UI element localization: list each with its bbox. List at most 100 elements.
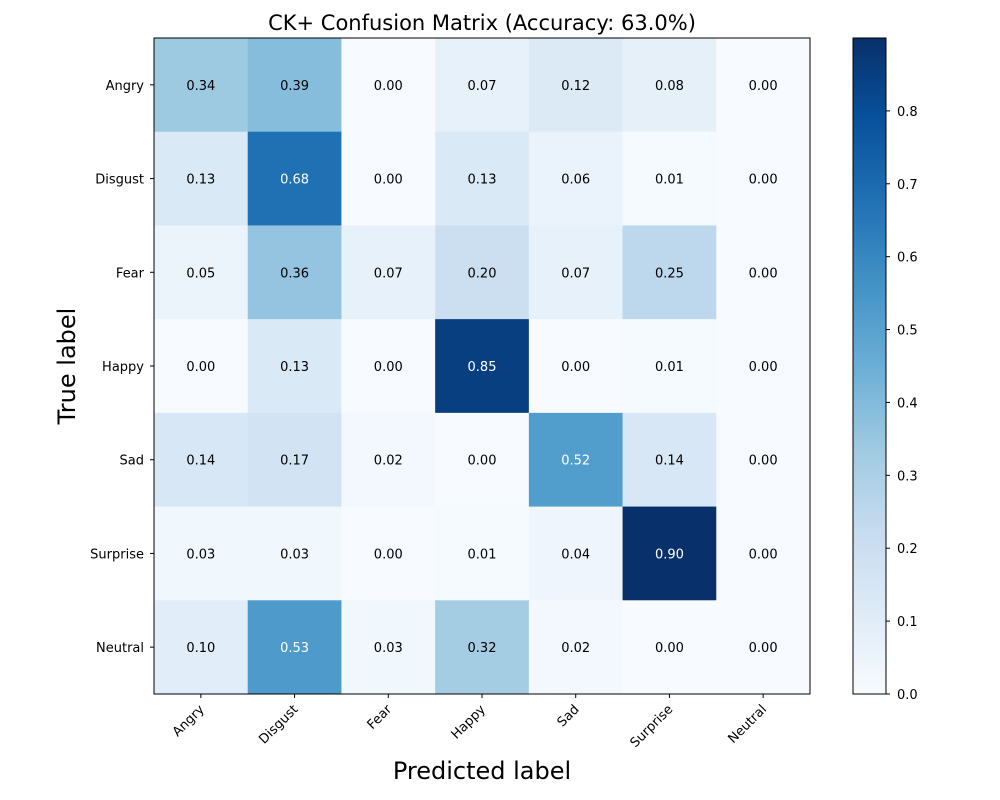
heatmap-cell [247,600,342,695]
x-axis-label: Predicted label [393,757,571,785]
cell-value-label: 0.00 [749,266,778,281]
heatmap-cell [622,600,717,695]
heatmap-cell [622,506,717,601]
cell-value-label: 0.20 [468,266,497,281]
cell-value-label: 0.13 [280,360,309,375]
heatmap-cell [154,131,249,226]
colorbar-tick-label: 0.0 [897,688,918,703]
heatmap-cell [528,225,624,320]
heatmap-cell [247,225,342,320]
colorbar-tick-label: 0.7 [897,178,918,193]
heatmap-cell [716,225,811,320]
heatmap-cell [341,131,436,226]
heatmap-cell [247,506,342,601]
heatmap-cell [341,225,436,320]
heatmap-cell [341,506,436,601]
cell-value-label: 0.00 [749,547,778,562]
cell-value-label: 0.13 [468,173,497,188]
y-tick-label: Sad [120,454,144,469]
x-tick-label: Disgust [256,702,301,747]
heatmap-cell [716,38,811,133]
cell-value-label: 0.10 [186,641,215,656]
cell-value-label: 0.00 [655,641,684,656]
cell-value-label: 0.14 [186,454,215,469]
heatmap-cell [435,38,530,133]
cell-value-label: 0.00 [468,454,497,469]
cell-value-label: 0.03 [280,547,309,562]
x-tick-label: Happy [449,702,489,742]
cell-value-label: 0.00 [749,641,778,656]
heatmap-cell [247,131,342,226]
x-tick-label: Fear [365,702,396,733]
heatmap-cell [622,319,717,414]
cell-value-label: 0.34 [186,79,215,94]
heatmap-cell [716,600,811,695]
x-axis-ticks: Angry Disgust Fear Happy Sad Surprise Neutral [170,694,770,751]
cell-value-label: 0.01 [655,360,684,375]
cell-value-label: 0.00 [374,173,403,188]
heatmap-cell [341,38,436,133]
heatmap-cell [622,412,717,508]
heatmap-cell [154,412,249,508]
heatmap-cell [154,506,249,601]
cell-value-label: 0.39 [280,79,309,94]
cell-value-label: 0.13 [186,173,215,188]
cell-value-label: 0.00 [374,547,403,562]
colorbar-tick-label: 0.1 [897,615,918,630]
chart-title: CK+ Confusion Matrix (Accuracy: 63.0%) [268,11,696,35]
heatmap-cell [716,319,811,414]
heatmap-cell [154,319,249,414]
heatmap-cell [435,225,530,320]
cell-value-label: 0.05 [186,266,215,281]
heatmap-cell [435,131,530,226]
colorbar-gradient [852,37,887,695]
colorbar-tick-label: 0.6 [897,251,918,266]
cell-value-label: 0.07 [468,79,497,94]
heatmap-cell [247,412,342,508]
y-axis-label: True label [53,308,81,426]
colorbar-tick-label: 0.4 [897,396,918,411]
cell-value-label: 0.00 [374,360,403,375]
colorbar-ticks: 0.0 0.1 0.2 0.3 0.4 0.5 0.6 0.7 0.8 [886,105,918,703]
cell-value-label: 0.53 [280,641,309,656]
heatmap-cells [154,38,811,695]
heatmap-cell [528,600,624,695]
cell-value-label: 0.03 [186,547,215,562]
heatmap-cell [528,506,624,601]
colorbar-tick-label: 0.2 [897,542,918,557]
x-tick-label: Sad [555,702,583,730]
cell-value-label: 0.01 [468,547,497,562]
cell-value-label: 0.06 [561,173,590,188]
y-tick-label: Fear [116,266,145,281]
cell-value-label: 0.25 [655,266,684,281]
colorbar-tick-label: 0.5 [897,324,918,339]
y-tick-label: Neutral [96,641,144,656]
colorbar [852,37,887,695]
cell-value-label: 0.01 [655,173,684,188]
heatmap-cell [341,600,436,695]
cell-value-label: 0.07 [561,266,590,281]
heatmap-cell [247,38,342,133]
cell-value-label: 0.85 [468,360,497,375]
x-tick-label: Neutral [725,702,770,747]
heatmap-cell [528,38,624,133]
y-tick-label: Disgust [95,173,144,188]
heatmap-cell [716,412,811,508]
cell-value-label: 0.32 [468,641,497,656]
heatmap-cell [435,412,530,508]
cell-value-label: 0.02 [374,454,403,469]
y-axis-ticks: Angry Disgust Fear Happy Sad Surprise Neutral [90,79,154,656]
heatmap-cell [528,319,624,414]
cell-value-label: 0.03 [374,641,403,656]
colorbar-tick-label: 0.3 [897,469,918,484]
heatmap-cell [528,131,624,226]
heatmap-cell [154,225,249,320]
heatmap-cell [247,319,342,414]
y-tick-label: Surprise [90,547,144,562]
heatmap-cell-labels: 0.34 0.39 0.00 0.07 0.12 0.08 0.00 0.13 0.68 0.00… [186,79,777,656]
cell-value-label: 0.14 [655,454,684,469]
cell-value-label: 0.36 [280,266,309,281]
cell-value-label: 0.17 [280,454,309,469]
heatmap-cell [622,38,717,133]
